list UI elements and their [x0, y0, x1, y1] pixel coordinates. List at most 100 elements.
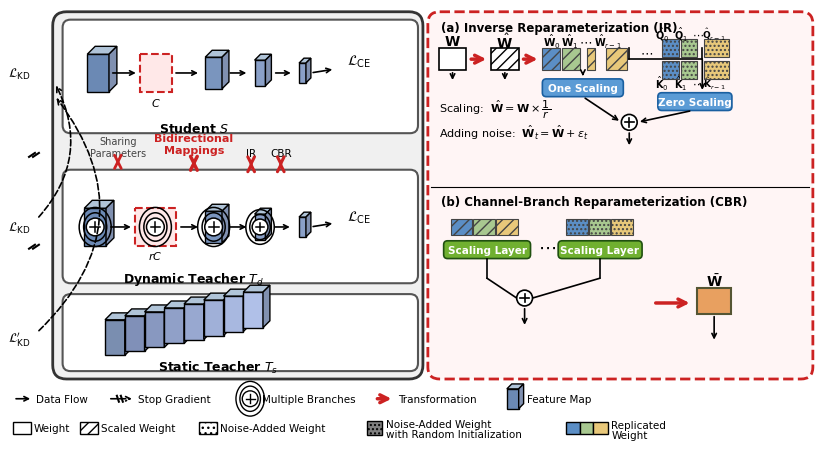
Text: (a) Inverse Reparameterization (IR): (a) Inverse Reparameterization (IR) [441, 22, 677, 35]
Bar [491, 49, 519, 71]
Polygon shape [124, 309, 151, 316]
Text: $\mathcal{L}_{\rm CE}$: $\mathcal{L}_{\rm CE}$ [347, 209, 371, 226]
Bar [134, 209, 176, 246]
Circle shape [622, 115, 637, 131]
Bar [681, 62, 697, 80]
Polygon shape [184, 304, 203, 340]
Text: Stop Gradient: Stop Gradient [138, 394, 210, 404]
Text: Replicated: Replicated [612, 420, 666, 430]
Bar [473, 220, 495, 235]
Bar [588, 220, 611, 235]
Polygon shape [105, 320, 124, 355]
Text: (b) Channel-Branch Reparameterization (CBR): (b) Channel-Branch Reparameterization (C… [441, 195, 747, 208]
Polygon shape [144, 305, 171, 312]
Polygon shape [299, 59, 311, 64]
Polygon shape [263, 285, 270, 328]
Text: Student $S$: Student $S$ [159, 122, 229, 136]
Text: One Scaling: One Scaling [548, 83, 618, 93]
Text: Dynamic Teacher $T_d$: Dynamic Teacher $T_d$ [124, 270, 264, 287]
Text: Bidirectional
Mappings: Bidirectional Mappings [154, 134, 233, 156]
FancyBboxPatch shape [427, 13, 813, 379]
Polygon shape [184, 297, 211, 304]
Polygon shape [223, 290, 250, 296]
Bar [566, 423, 580, 434]
Bar [13, 423, 31, 434]
Bar [580, 423, 593, 434]
Text: $\mathcal{L}_{\rm KD}$: $\mathcal{L}_{\rm KD}$ [7, 66, 31, 81]
Bar [439, 49, 466, 71]
Circle shape [252, 220, 268, 235]
Polygon shape [255, 215, 266, 240]
Text: Scaling:  $\hat{\mathbf{W}} = \mathbf{W} \times \dfrac{1}{r}$: Scaling: $\hat{\mathbf{W}} = \mathbf{W} … [439, 98, 551, 120]
Text: $\hat{\mathbf{W}}$: $\hat{\mathbf{W}}$ [496, 32, 513, 52]
Text: $\cdots$: $\cdots$ [692, 29, 705, 39]
Text: $\mathbf{W}$: $\mathbf{W}$ [444, 35, 461, 49]
Bar [199, 423, 217, 434]
Text: $\hat{\mathbf{K}}_1$: $\hat{\mathbf{K}}_1$ [674, 75, 687, 92]
Bar [697, 289, 731, 314]
Polygon shape [243, 293, 263, 328]
Polygon shape [243, 290, 250, 332]
Polygon shape [87, 55, 109, 92]
Polygon shape [299, 64, 306, 83]
FancyBboxPatch shape [658, 93, 732, 111]
Bar [705, 40, 729, 58]
Polygon shape [164, 305, 171, 348]
Text: Static Teacher $T_s$: Static Teacher $T_s$ [159, 359, 279, 375]
Text: $\cdots$: $\cdots$ [640, 46, 653, 60]
Text: Transformation: Transformation [398, 394, 477, 404]
Bar [542, 49, 560, 71]
Text: $\cdots$: $\cdots$ [539, 238, 556, 256]
Bar [566, 220, 588, 235]
Text: $\hat{\mathbf{Q}}_0$: $\hat{\mathbf{Q}}_0$ [655, 26, 669, 43]
Polygon shape [203, 297, 211, 340]
Polygon shape [203, 294, 231, 300]
Polygon shape [124, 316, 144, 352]
Text: $\mathcal{L}_{\rm KD}^{\prime}$: $\mathcal{L}_{\rm KD}^{\prime}$ [7, 329, 31, 347]
Polygon shape [105, 313, 132, 320]
Text: $\hat{\mathbf{W}}_{r-1}$: $\hat{\mathbf{W}}_{r-1}$ [593, 33, 622, 51]
Polygon shape [109, 47, 117, 92]
Text: Multiple Branches: Multiple Branches [262, 394, 355, 404]
Polygon shape [222, 51, 229, 90]
Polygon shape [519, 384, 524, 409]
Text: $\cdots$: $\cdots$ [579, 36, 592, 49]
Polygon shape [184, 301, 191, 344]
Text: $\bar{\mathbf{W}}$: $\bar{\mathbf{W}}$ [706, 272, 723, 289]
Text: Weight: Weight [612, 430, 648, 440]
Polygon shape [299, 213, 311, 218]
Text: with Random Initialization: with Random Initialization [387, 429, 522, 439]
Text: $\mathcal{L}_{\rm CE}$: $\mathcal{L}_{\rm CE}$ [347, 54, 371, 70]
Polygon shape [164, 301, 191, 308]
Bar [496, 220, 518, 235]
FancyBboxPatch shape [62, 21, 418, 134]
Polygon shape [223, 296, 243, 332]
Polygon shape [205, 58, 222, 90]
Polygon shape [243, 285, 270, 293]
Polygon shape [306, 213, 311, 237]
Bar [587, 49, 594, 71]
Polygon shape [507, 384, 524, 389]
Polygon shape [299, 218, 306, 237]
Polygon shape [255, 61, 266, 87]
FancyBboxPatch shape [558, 241, 642, 259]
FancyBboxPatch shape [62, 295, 418, 371]
Text: Zero Scaling: Zero Scaling [657, 97, 731, 107]
Bar [612, 220, 633, 235]
Text: Scaling Layer: Scaling Layer [560, 245, 639, 255]
FancyBboxPatch shape [444, 241, 530, 259]
FancyBboxPatch shape [542, 80, 623, 97]
Polygon shape [106, 201, 114, 246]
Text: $\hat{\mathbf{W}}_0$: $\hat{\mathbf{W}}_0$ [544, 33, 561, 51]
Text: Noise-Added Weight: Noise-Added Weight [387, 419, 491, 429]
Polygon shape [85, 201, 114, 209]
Bar [139, 55, 172, 92]
Text: Data Flow: Data Flow [36, 394, 88, 404]
Text: $C$: $C$ [150, 97, 160, 108]
Text: Feature Map: Feature Map [526, 394, 591, 404]
Bar [562, 49, 580, 71]
Text: Scaling Layer: Scaling Layer [447, 245, 526, 255]
Polygon shape [222, 205, 229, 243]
Polygon shape [144, 312, 164, 348]
Polygon shape [306, 59, 311, 83]
